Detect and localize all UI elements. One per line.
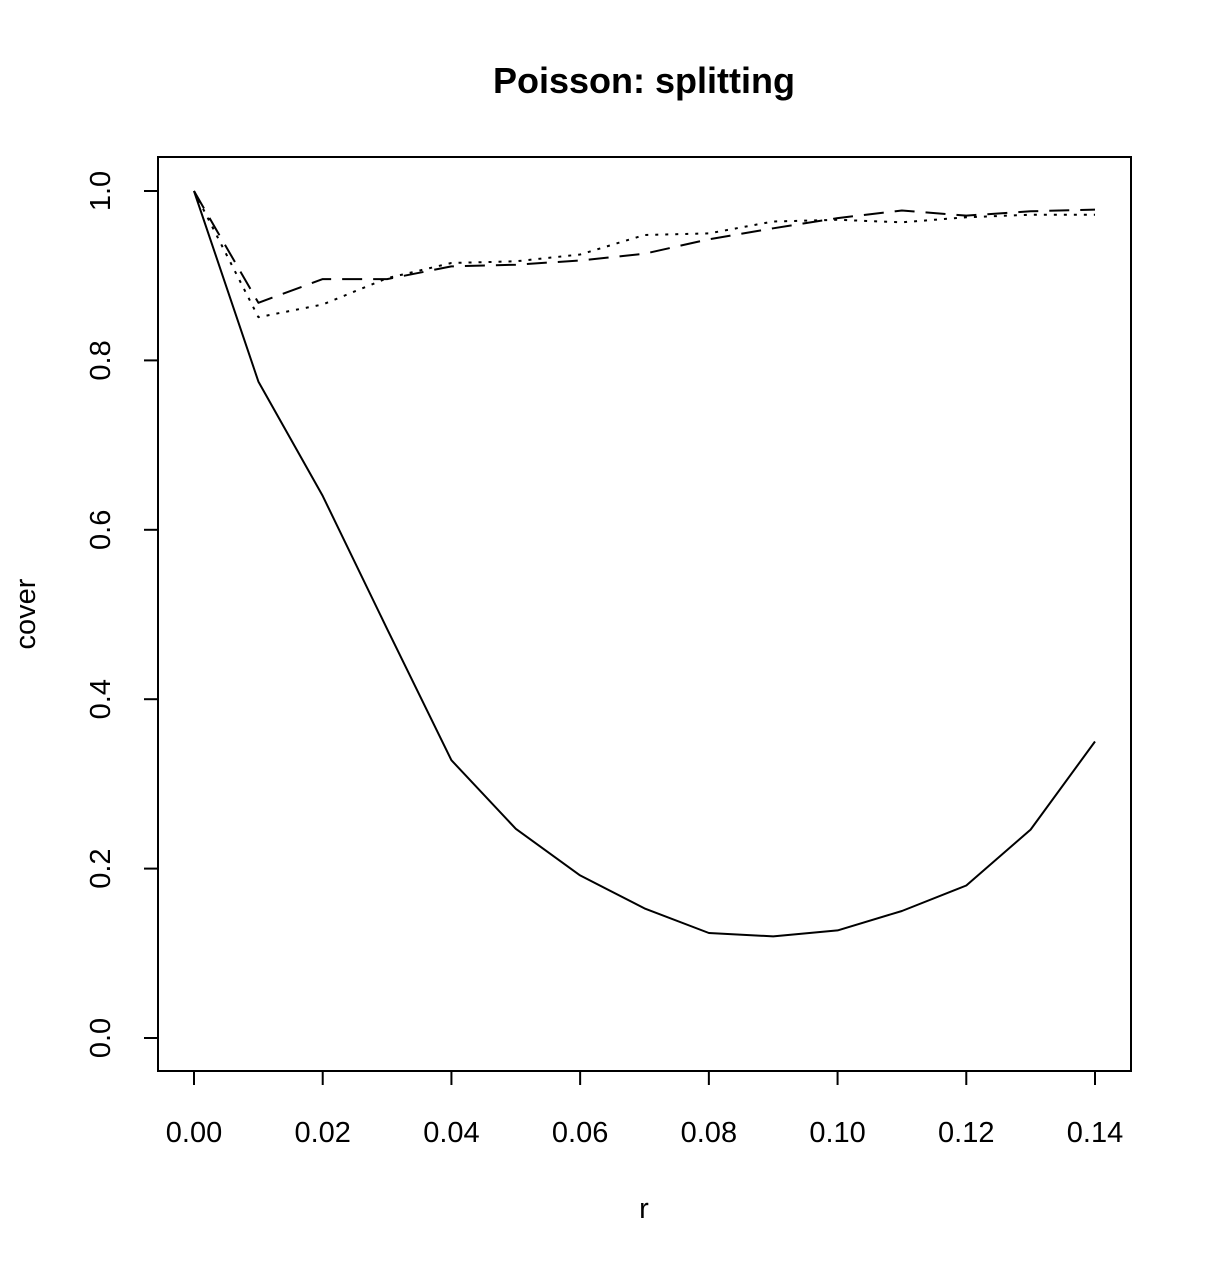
x-tick-label: 0.00: [166, 1117, 222, 1149]
x-tick-label: 0.10: [809, 1117, 865, 1149]
y-tick-label: 0.2: [85, 848, 117, 888]
series-line-dotted: [193, 190, 1095, 319]
series-line-dashed: [193, 190, 1096, 304]
y-axis: 0.0 0.2 0.4 0.6 0.8 1.0: [85, 171, 159, 1058]
series-line-solid: [193, 190, 1096, 938]
x-tick-label: 0.04: [423, 1117, 479, 1149]
x-axis: 0.00 0.02 0.04 0.06 0.08 0.10 0.12 0.14: [166, 1070, 1123, 1149]
chart-title: Poisson: splitting: [493, 60, 795, 101]
series-group: [193, 190, 1096, 938]
x-tick-label: 0.12: [938, 1117, 994, 1149]
x-tick-label: 0.08: [681, 1117, 737, 1149]
y-tick-label: 0.6: [85, 510, 117, 550]
x-tick-label: 0.02: [294, 1117, 350, 1149]
y-tick-label: 0.8: [85, 340, 117, 380]
y-tick-label: 1.0: [85, 171, 117, 211]
y-tick-label: 0.4: [85, 679, 117, 719]
y-axis-label: cover: [10, 578, 42, 649]
x-tick-label: 0.14: [1067, 1117, 1123, 1149]
plot-frame: [157, 156, 1132, 1072]
y-tick-label: 0.0: [85, 1018, 117, 1058]
x-tick-label: 0.06: [552, 1117, 608, 1149]
x-axis-label: r: [639, 1193, 649, 1225]
